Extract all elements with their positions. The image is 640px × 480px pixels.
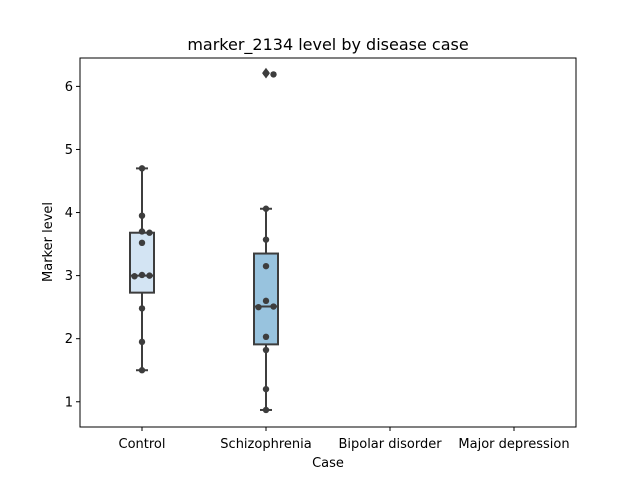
data-point [146, 229, 153, 236]
box-group [129, 165, 155, 374]
y-tick-label: 1 [65, 395, 73, 410]
data-point [262, 346, 270, 354]
x-axis-label: Case [312, 456, 344, 471]
y-tick-label: 5 [65, 143, 73, 158]
plot-area-frame [79, 57, 577, 428]
data-point [138, 239, 146, 247]
y-axis-label: Marker level [41, 202, 56, 282]
y-axis: 1 2 3 4 5 6 [65, 80, 80, 410]
data-point [138, 271, 146, 279]
data-point [138, 228, 146, 235]
data-point [262, 297, 270, 305]
y-tick-label: 2 [65, 332, 73, 347]
data-point [138, 212, 146, 219]
y-tick-label: 6 [65, 80, 73, 95]
data-point [262, 236, 270, 243]
data-point [270, 71, 277, 78]
data-point [262, 205, 270, 212]
data-point [146, 272, 153, 279]
x-tick-label: Bipolar disorder [338, 437, 442, 452]
data-point [262, 406, 270, 414]
data-point [138, 338, 146, 346]
data-point [262, 69, 270, 77]
y-tick-label: 3 [65, 269, 73, 284]
data-point [255, 303, 262, 311]
y-tick-label: 4 [65, 206, 73, 221]
box-group [253, 67, 279, 414]
x-axis: Control Schizophrenia Bipolar disorder Majo… [119, 427, 570, 452]
data-point [262, 262, 270, 270]
data-point [131, 273, 138, 280]
data-point [138, 165, 146, 172]
x-tick-label: Control [119, 437, 166, 452]
data-point [262, 385, 270, 393]
data-point [270, 303, 277, 310]
x-tick-label: Major depression [458, 437, 569, 452]
data-point [138, 305, 146, 312]
chart-title: marker_2134 level by disease case [187, 35, 468, 55]
data-point [138, 367, 146, 374]
x-tick-label: Schizophrenia [220, 437, 311, 452]
data-point [262, 333, 270, 340]
